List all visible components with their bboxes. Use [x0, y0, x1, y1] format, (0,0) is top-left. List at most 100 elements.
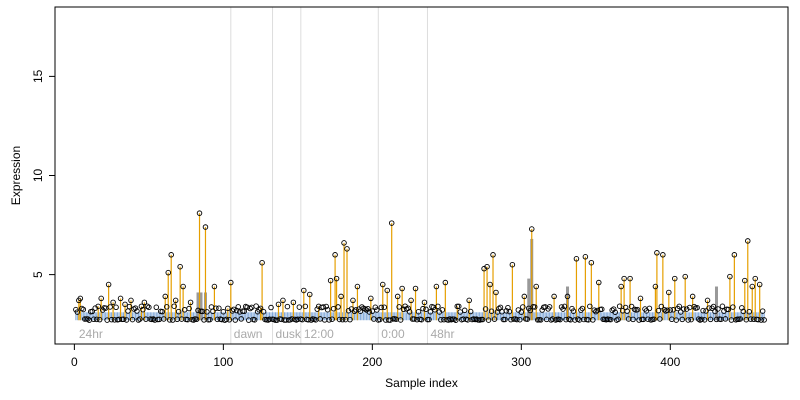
data-point	[682, 273, 688, 280]
data-point	[95, 303, 101, 310]
baseline-bar	[75, 312, 77, 321]
data-point	[216, 305, 222, 312]
data-point	[163, 304, 170, 310]
baseline-bar	[322, 312, 324, 321]
baseline-bar	[425, 312, 427, 321]
y-tick-label: 5	[31, 271, 45, 278]
baseline-bar	[607, 312, 609, 321]
baseline-bar	[316, 312, 318, 321]
data-point	[324, 306, 331, 313]
data-point	[302, 303, 309, 310]
baseline-bar	[158, 312, 160, 321]
baseline-bar	[713, 312, 715, 321]
baseline-bar	[137, 312, 139, 321]
baseline-bar	[409, 312, 411, 321]
data-point	[105, 281, 112, 288]
data-point	[442, 279, 449, 286]
data-point	[108, 316, 115, 323]
data-point	[226, 317, 233, 323]
data-point	[484, 263, 490, 270]
baseline-bar	[313, 312, 315, 321]
data-point	[330, 305, 337, 312]
baseline-bar	[154, 312, 156, 321]
data-point	[646, 305, 653, 312]
data-point	[307, 291, 313, 298]
baseline-bar	[364, 312, 366, 321]
baseline-bar	[157, 312, 159, 321]
baseline-bar	[145, 312, 147, 321]
baseline-bar	[128, 312, 130, 321]
baseline-bar	[641, 312, 643, 321]
data-point	[110, 299, 116, 306]
baseline-bar	[383, 312, 385, 321]
data-point	[140, 306, 146, 313]
baseline-bar	[221, 312, 223, 321]
baseline-bar	[519, 312, 521, 321]
baseline-bar	[225, 312, 227, 321]
data-point	[453, 317, 459, 323]
data-point	[120, 316, 127, 322]
data-point	[113, 304, 119, 311]
data-point	[117, 295, 124, 302]
baseline-bar	[333, 312, 335, 321]
baseline-bar	[637, 312, 639, 321]
data-point	[90, 316, 97, 323]
baseline-bar	[245, 312, 247, 321]
data-point	[126, 303, 133, 310]
data-point	[621, 275, 627, 282]
baseline-bar	[121, 312, 123, 321]
baseline-bar	[413, 312, 415, 321]
data-point	[411, 316, 417, 322]
baseline-bar	[574, 312, 576, 321]
baseline-bar	[635, 312, 637, 321]
region-labels: 24hr dawn dusk 12:00 0:00 48hr	[79, 327, 455, 341]
data-point	[180, 283, 186, 290]
baseline-bar	[569, 312, 571, 321]
data-point	[537, 317, 544, 323]
baseline-bar	[237, 312, 239, 321]
data-point	[211, 283, 218, 290]
data-point	[731, 252, 738, 258]
data-point	[426, 316, 432, 323]
data-point	[421, 299, 428, 306]
data-point	[341, 240, 347, 246]
baseline-bar	[502, 312, 504, 321]
baseline-bar	[422, 312, 424, 321]
baseline-bar	[543, 312, 545, 321]
baseline-bar	[504, 312, 506, 321]
baseline-bar	[546, 312, 548, 321]
baseline-bar	[602, 312, 604, 321]
data-point	[707, 316, 714, 323]
data-point	[528, 226, 535, 232]
baseline-bar	[243, 312, 245, 321]
baseline-bar	[327, 312, 329, 321]
data-point	[677, 309, 684, 315]
baseline-bar	[310, 312, 312, 321]
data-point	[332, 252, 338, 258]
baseline-bar	[218, 312, 220, 321]
data-point	[466, 297, 472, 304]
baseline-bar	[102, 312, 104, 321]
baseline-bar	[407, 312, 409, 321]
baseline-bar	[111, 312, 113, 321]
data-point	[415, 308, 422, 315]
data-point	[427, 309, 434, 315]
data-point	[235, 304, 241, 310]
data-point	[725, 306, 732, 313]
data-point	[539, 307, 545, 313]
data-point	[138, 303, 145, 310]
data-point	[666, 289, 672, 296]
baseline-bar	[593, 312, 595, 321]
baseline-bar	[701, 312, 703, 321]
baseline-bar	[558, 312, 560, 321]
baseline-bar	[690, 312, 692, 321]
data-point	[93, 316, 100, 323]
baseline-bar	[207, 312, 209, 321]
data-point	[326, 317, 332, 323]
data-point	[223, 316, 230, 323]
baseline-bar	[306, 312, 308, 321]
baseline-bar	[181, 312, 183, 321]
baseline-bar	[152, 312, 154, 321]
baseline-bar	[561, 312, 563, 321]
